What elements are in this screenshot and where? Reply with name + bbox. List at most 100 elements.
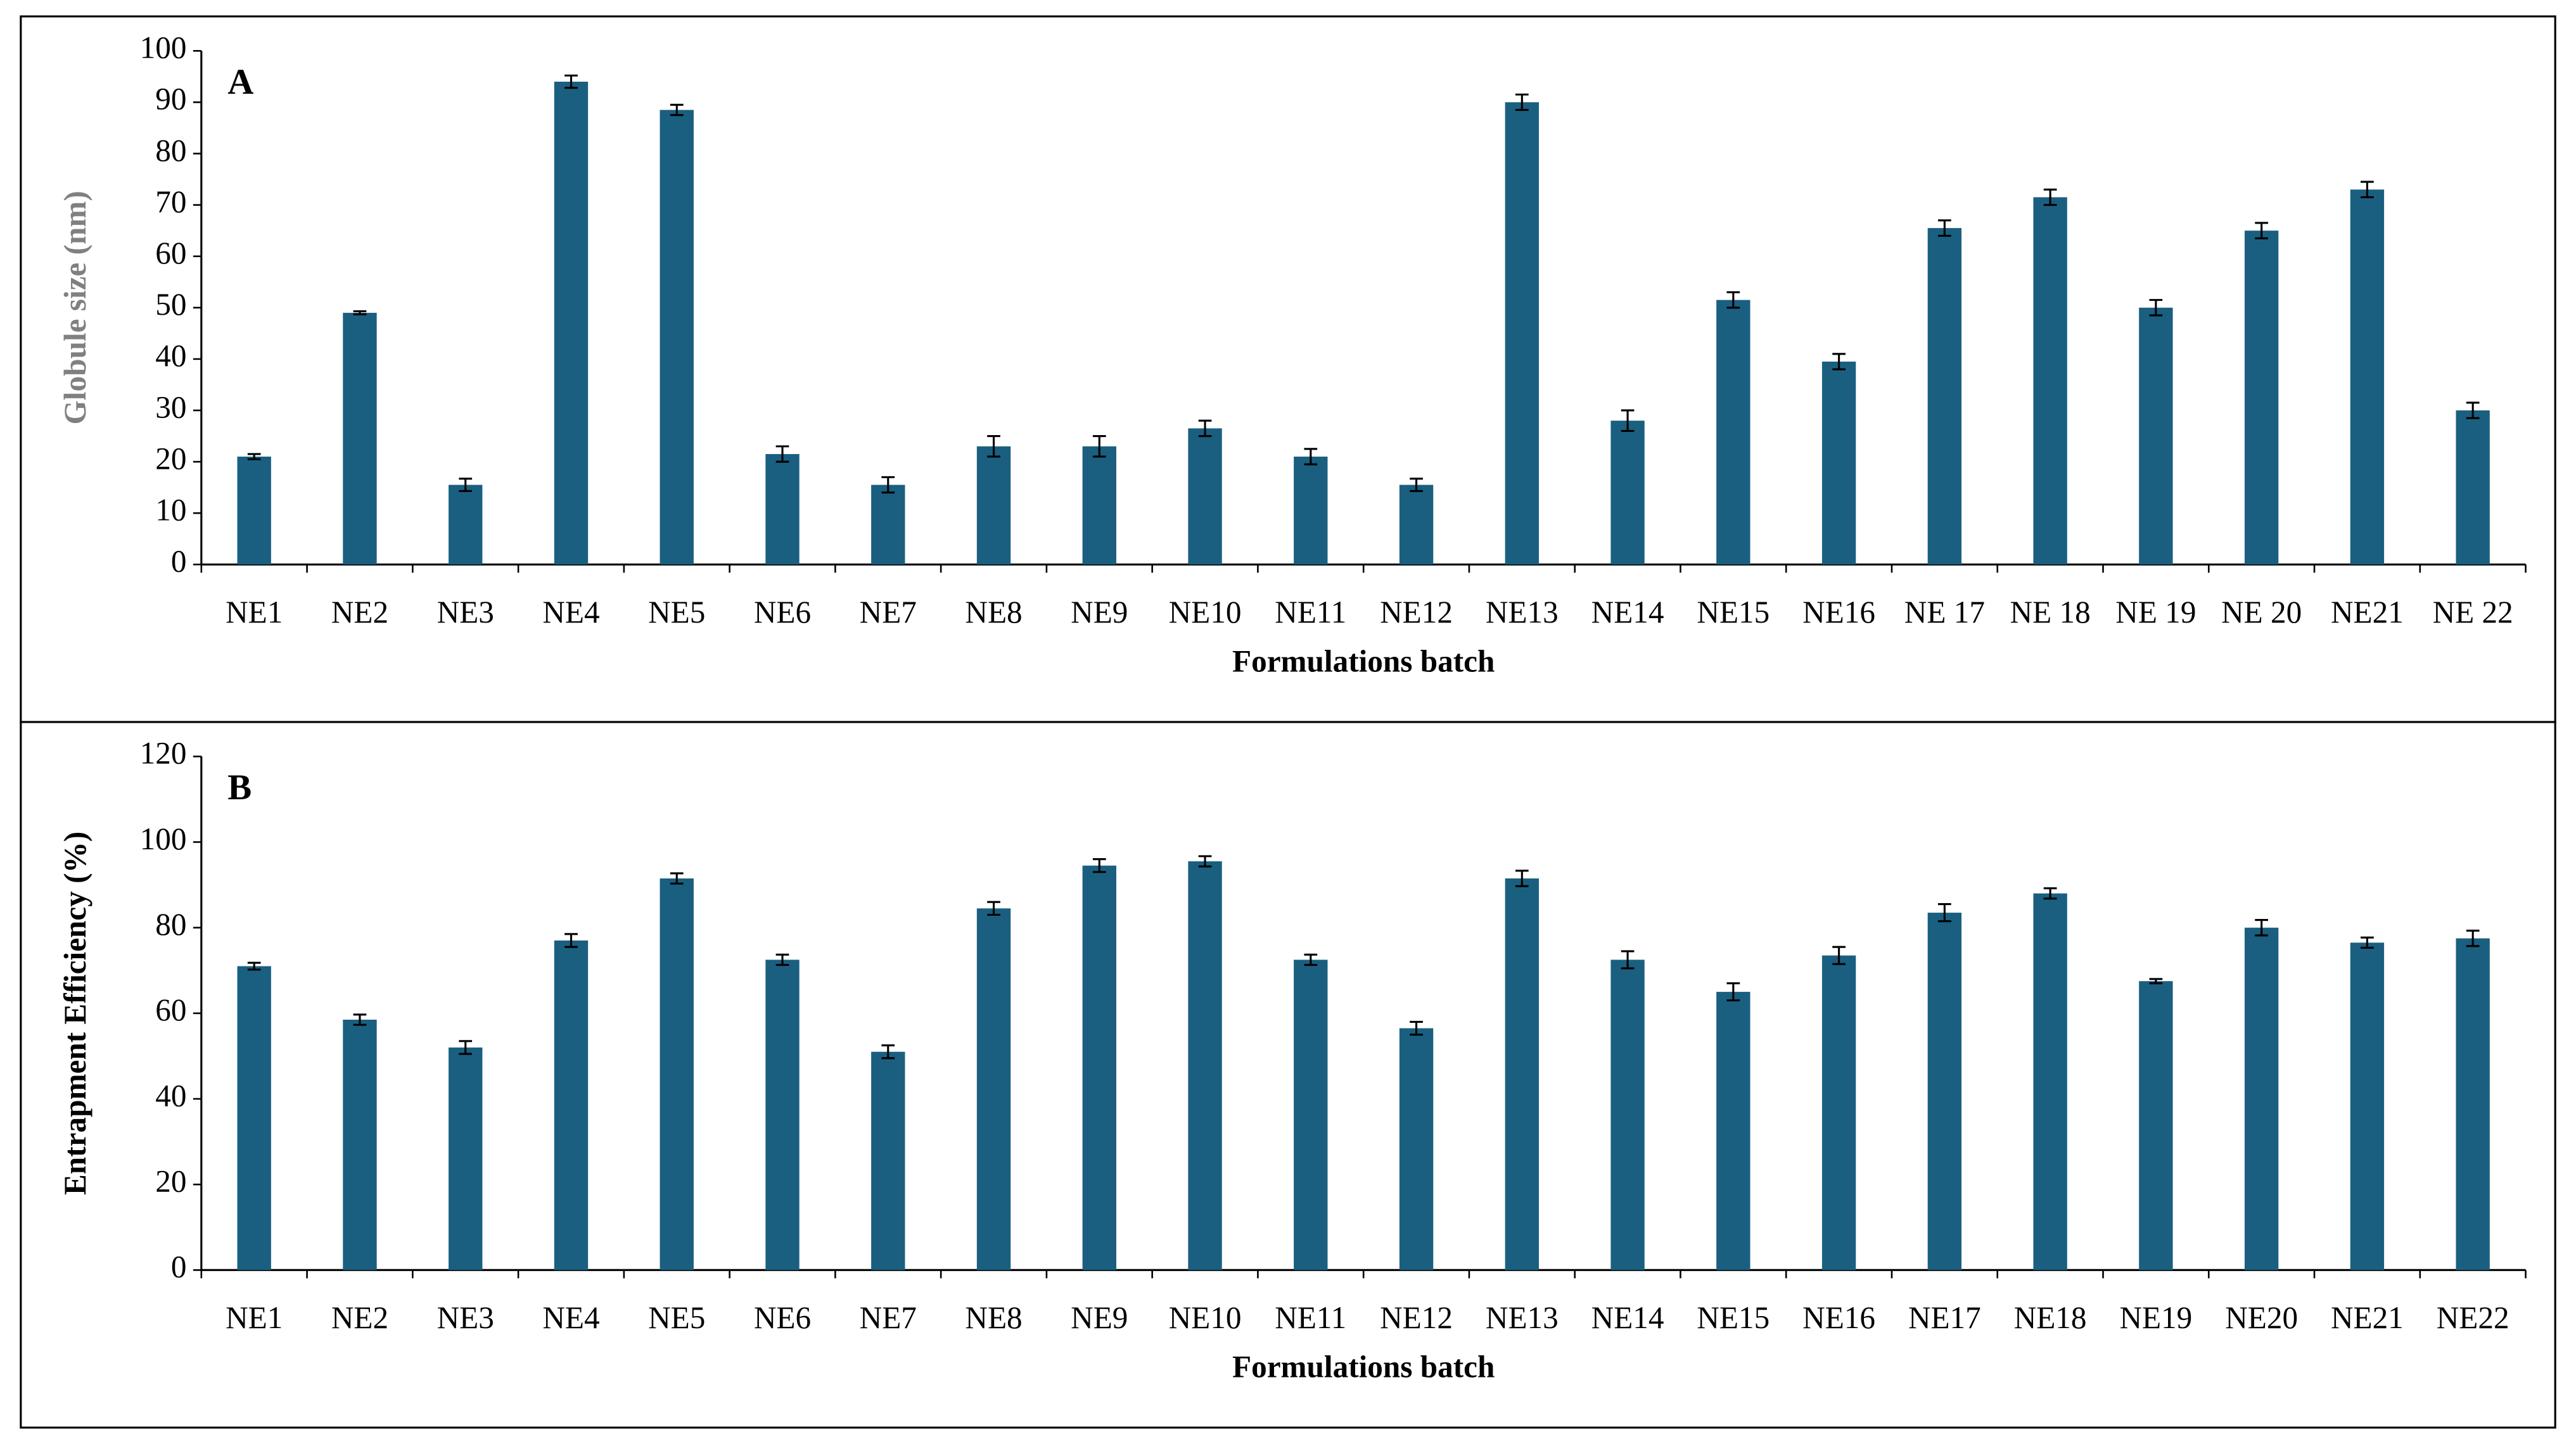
bar	[343, 312, 377, 565]
y-tick-label: 40	[155, 1078, 186, 1113]
x-tick-label: NE6	[754, 595, 811, 630]
x-tick-label: NE3	[437, 1300, 494, 1335]
x-tick-label: NE21	[2331, 1300, 2404, 1335]
x-tick-label: NE 18	[2010, 595, 2091, 630]
bar	[554, 81, 589, 565]
x-tick-label: NE13	[1486, 595, 1559, 630]
x-tick-label: NE12	[1380, 595, 1453, 630]
y-tick-label: 60	[155, 992, 186, 1027]
bar	[2033, 893, 2067, 1270]
x-tick-label: NE2	[331, 595, 388, 630]
bar	[2456, 938, 2490, 1270]
y-tick-label: 100	[140, 821, 187, 856]
x-tick-label: NE11	[1275, 1300, 1346, 1335]
x-tick-label: NE10	[1169, 1300, 1242, 1335]
bar	[976, 446, 1011, 565]
x-tick-label: NE15	[1697, 1300, 1769, 1335]
x-tick-label: NE22	[2437, 1300, 2509, 1335]
x-tick-label: NE3	[437, 595, 494, 630]
bar	[2033, 197, 2067, 565]
bar	[449, 1047, 483, 1270]
bar	[1505, 878, 1540, 1270]
bar	[2456, 410, 2490, 565]
y-tick-label: 30	[155, 390, 186, 424]
bar	[660, 878, 694, 1270]
y-tick-label: 80	[155, 133, 186, 168]
y-tick-label: 50	[155, 287, 186, 322]
x-tick-label: NE19	[2119, 1300, 2192, 1335]
x-tick-label: NE 20	[2221, 595, 2302, 630]
bar	[1610, 421, 1645, 565]
panel-frame	[20, 721, 2556, 1429]
y-tick-label: 90	[155, 82, 186, 117]
y-tick-label: 100	[140, 30, 187, 65]
x-tick-label: NE9	[1071, 595, 1128, 630]
x-tick-label: NE5	[648, 1300, 705, 1335]
bar	[871, 484, 905, 565]
bar	[1399, 1028, 1434, 1270]
x-tick-label: NE15	[1697, 595, 1769, 630]
bar	[1927, 913, 1962, 1270]
y-tick-label: 70	[155, 184, 186, 219]
x-tick-label: NE8	[965, 1300, 1022, 1335]
x-axis-label: Formulations batch	[1232, 644, 1495, 679]
x-tick-label: NE 19	[2115, 595, 2196, 630]
x-tick-label: NE17	[1908, 1300, 1981, 1335]
x-tick-label: NE 17	[1904, 595, 1985, 630]
x-tick-label: NE4	[542, 595, 599, 630]
y-tick-label: 20	[155, 441, 186, 476]
bar	[1294, 960, 1328, 1270]
x-tick-label: NE8	[965, 595, 1022, 630]
x-tick-label: NE9	[1071, 1300, 1128, 1335]
bar	[1610, 960, 1645, 1270]
x-tick-label: NE18	[2014, 1300, 2087, 1335]
x-tick-label: NE6	[754, 1300, 811, 1335]
bar	[2244, 927, 2279, 1270]
bar	[237, 966, 271, 1270]
x-tick-label: NE12	[1380, 1300, 1453, 1335]
x-tick-label: NE16	[1802, 595, 1875, 630]
y-axis-label: Globule size (nm)	[58, 191, 92, 424]
y-tick-label: 20	[155, 1164, 186, 1199]
bar	[1188, 861, 1222, 1270]
x-tick-label: NE1	[226, 595, 283, 630]
bar	[1188, 428, 1222, 565]
bar	[2139, 981, 2173, 1270]
x-tick-label: NE20	[2225, 1300, 2298, 1335]
bar	[976, 908, 1011, 1270]
bar	[1821, 955, 1856, 1270]
bar	[1505, 102, 1540, 565]
y-tick-label: 120	[140, 736, 187, 771]
x-tick-label: NE13	[1486, 1300, 1559, 1335]
y-tick-label: 10	[155, 492, 186, 527]
bar	[343, 1020, 377, 1270]
bar	[1082, 865, 1116, 1270]
x-tick-label: NE 22	[2433, 595, 2513, 630]
bar	[554, 940, 589, 1270]
x-tick-label: NE2	[331, 1300, 388, 1335]
x-tick-label: NE4	[542, 1300, 599, 1335]
bar	[765, 453, 800, 565]
y-tick-label: 80	[155, 907, 186, 942]
y-tick-label: 0	[171, 1250, 187, 1284]
bar	[660, 110, 694, 565]
bar	[2350, 189, 2385, 565]
bar	[1716, 992, 1750, 1270]
x-tick-label: NE11	[1275, 595, 1346, 630]
x-tick-label: NE14	[1591, 595, 1664, 630]
y-axis-label: Entrapment Efficiency (%)	[58, 832, 92, 1195]
bar	[1294, 456, 1328, 565]
x-tick-label: NE21	[2331, 595, 2404, 630]
bar	[449, 484, 483, 565]
bar	[2244, 231, 2279, 565]
bar	[871, 1051, 905, 1270]
panel-label: A	[227, 62, 253, 102]
y-tick-label: 40	[155, 338, 186, 373]
bar	[2350, 942, 2385, 1270]
y-tick-label: 0	[171, 544, 187, 579]
x-tick-label: NE14	[1591, 1300, 1664, 1335]
y-tick-label: 60	[155, 236, 186, 270]
bar	[1399, 484, 1434, 565]
panel-label: B	[227, 768, 252, 808]
